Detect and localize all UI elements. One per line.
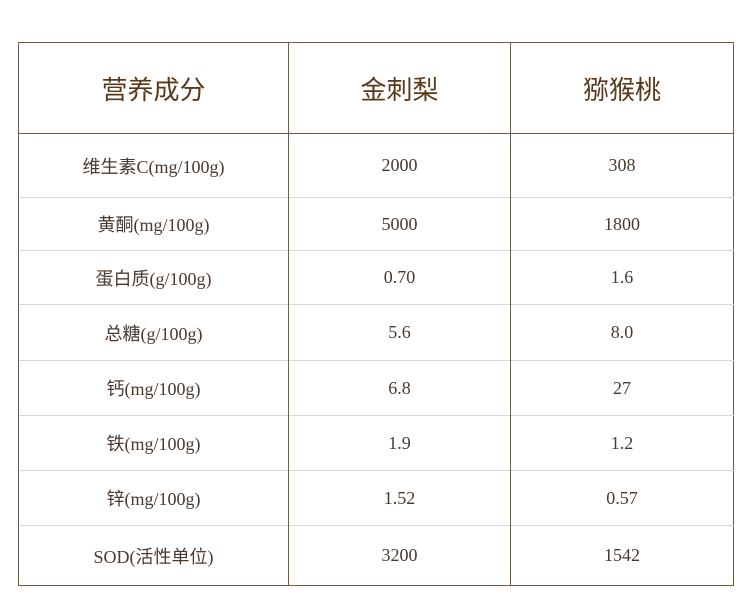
nutrient-cell: SOD(活性单位)	[18, 525, 289, 586]
value-cell: 27	[510, 360, 734, 416]
value-cell: 1.52	[288, 470, 511, 526]
value-cell: 0.57	[510, 470, 734, 526]
value-cell: 3200	[288, 525, 511, 586]
nutrient-cell: 钙(mg/100g)	[18, 360, 289, 416]
nutrient-cell: 维生素C(mg/100g)	[18, 133, 289, 198]
value-cell: 2000	[288, 133, 511, 198]
value-cell: 5000	[288, 197, 511, 251]
table-row: 黄酮(mg/100g) 5000 1800	[18, 197, 734, 251]
nutrient-cell: 铁(mg/100g)	[18, 415, 289, 471]
table-row: 总糖(g/100g) 5.6 8.0	[18, 304, 734, 361]
value-cell: 0.70	[288, 250, 511, 305]
nutrient-cell: 锌(mg/100g)	[18, 470, 289, 526]
value-cell: 1542	[510, 525, 734, 586]
value-cell: 1.2	[510, 415, 734, 471]
value-cell: 1.6	[510, 250, 734, 305]
table-row: 蛋白质(g/100g) 0.70 1.6	[18, 250, 734, 305]
nutrient-cell: 黄酮(mg/100g)	[18, 197, 289, 251]
value-cell: 308	[510, 133, 734, 198]
table-row: SOD(活性单位) 3200 1542	[18, 525, 734, 586]
header-cell: 金刺梨	[288, 42, 511, 134]
value-cell: 1800	[510, 197, 734, 251]
value-cell: 8.0	[510, 304, 734, 361]
nutrient-cell: 蛋白质(g/100g)	[18, 250, 289, 305]
header-row: 营养成分 金刺梨 猕猴桃	[18, 42, 734, 134]
header-cell: 营养成分	[18, 42, 289, 134]
nutrient-cell: 总糖(g/100g)	[18, 304, 289, 361]
table-row: 维生素C(mg/100g) 2000 308	[18, 133, 734, 198]
table-row: 钙(mg/100g) 6.8 27	[18, 360, 734, 416]
table-row: 锌(mg/100g) 1.52 0.57	[18, 470, 734, 526]
table-body: 维生素C(mg/100g) 2000 308 黄酮(mg/100g) 5000 1800 蛋…	[18, 133, 734, 586]
nutrition-table: 营养成分 金刺梨 猕猴桃 维生素C(mg/100g) 2000 308 黄酮(mg/1…	[18, 42, 734, 586]
header-cell: 猕猴桃	[510, 42, 734, 134]
table-row: 铁(mg/100g) 1.9 1.2	[18, 415, 734, 471]
value-cell: 6.8	[288, 360, 511, 416]
value-cell: 5.6	[288, 304, 511, 361]
value-cell: 1.9	[288, 415, 511, 471]
